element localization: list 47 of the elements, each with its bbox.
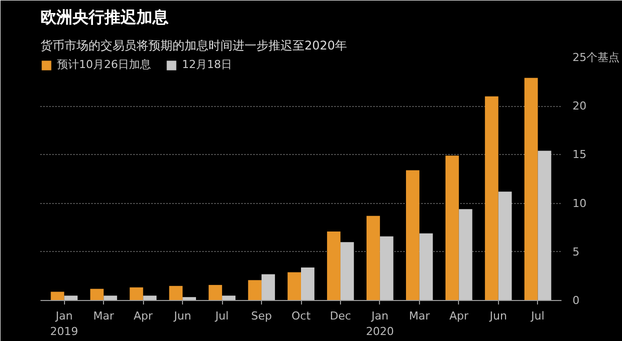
y-tick-label: 5 bbox=[572, 245, 580, 258]
bar bbox=[406, 170, 420, 300]
bar bbox=[327, 231, 340, 300]
bar bbox=[366, 216, 380, 300]
bar bbox=[143, 296, 157, 300]
x-tick-label: Jul bbox=[214, 310, 229, 322]
y-tick-label: 25个基点 bbox=[572, 51, 620, 64]
x-tick-label: Jan 2020 bbox=[366, 310, 394, 338]
bar bbox=[538, 150, 552, 300]
bar bbox=[340, 242, 354, 300]
bar bbox=[301, 267, 314, 300]
bar bbox=[484, 96, 498, 300]
bar bbox=[169, 286, 183, 300]
bar bbox=[90, 288, 104, 300]
bar bbox=[104, 296, 118, 300]
bar bbox=[262, 274, 275, 300]
chart-title: 欧洲央行推迟加息 bbox=[40, 8, 170, 26]
x-tick-label: Jul bbox=[530, 310, 544, 322]
legend-label: 12月18日 bbox=[182, 57, 232, 72]
y-tick-label: 20 bbox=[572, 100, 586, 113]
x-tick-label: Jun bbox=[172, 310, 192, 322]
x-tick-label: Jun bbox=[488, 310, 507, 322]
bar bbox=[498, 192, 512, 300]
bar bbox=[208, 284, 222, 300]
x-tick-label: Jan 2019 bbox=[50, 310, 78, 338]
x-tick-label: Oct bbox=[291, 310, 312, 322]
x-tick-label: Mar bbox=[93, 310, 115, 322]
x-tick-label: Apr bbox=[134, 310, 154, 322]
y-tick-label: 15 bbox=[572, 148, 586, 162]
bar bbox=[248, 280, 262, 300]
bar bbox=[524, 78, 538, 300]
bar bbox=[130, 287, 144, 300]
legend-label: 预计10月26日加息 bbox=[57, 57, 151, 72]
x-tick-label: Sep bbox=[251, 310, 272, 322]
chart-subtitle: 货币市场的交易员将预期的加息时间进一步推迟至2020年 bbox=[40, 38, 348, 52]
x-tick-label: Apr bbox=[449, 310, 469, 322]
y-tick-label: 10 bbox=[572, 196, 586, 210]
x-tick-label: Dec bbox=[330, 310, 352, 322]
bar bbox=[445, 156, 459, 300]
bar bbox=[419, 233, 433, 300]
bar bbox=[222, 296, 236, 300]
bar bbox=[288, 272, 301, 300]
bar bbox=[458, 209, 472, 300]
bar bbox=[64, 296, 78, 300]
x-tick-label: Mar bbox=[409, 310, 430, 322]
y-tick-label: 0 bbox=[572, 294, 580, 307]
bar bbox=[380, 236, 394, 300]
